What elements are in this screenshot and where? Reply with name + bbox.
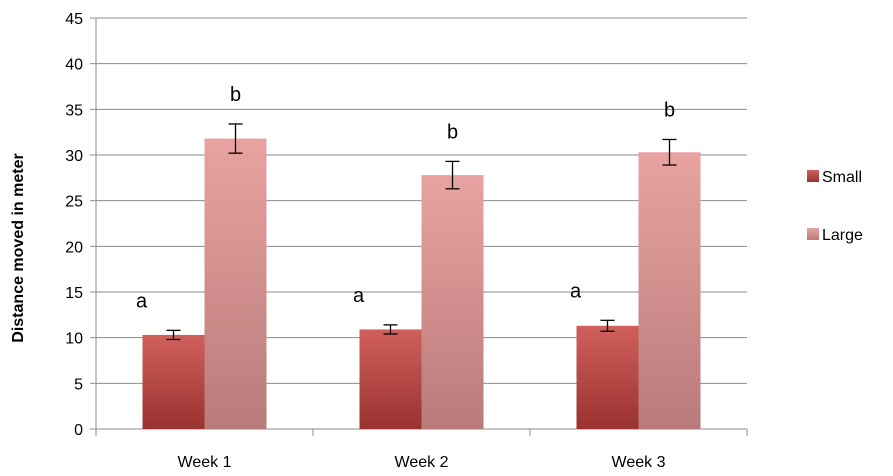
x-tick-label: Week 3 bbox=[612, 454, 666, 471]
y-tick-label: 30 bbox=[65, 148, 83, 165]
x-tick-label: Week 1 bbox=[178, 454, 232, 471]
y-tick-label: 35 bbox=[65, 102, 83, 119]
labels: 0 5 10 15 20 25 30 35 40 45 Week 1 a b Week 2 a b Week 3… bbox=[65, 11, 675, 471]
significance-label: b bbox=[230, 84, 241, 106]
bar-large-1 bbox=[204, 138, 267, 429]
y-tick-label: 0 bbox=[74, 422, 83, 439]
bar-small-2 bbox=[359, 329, 422, 429]
y-tick-label: 45 bbox=[65, 11, 83, 28]
y-axis-label: Distance moved in meter bbox=[10, 153, 27, 342]
legend-swatch-small bbox=[807, 170, 819, 182]
legend-swatch-large bbox=[807, 228, 819, 240]
bars bbox=[142, 123, 701, 429]
significance-label: b bbox=[447, 121, 458, 143]
bar-small-1 bbox=[142, 334, 205, 429]
y-tick-label: 25 bbox=[65, 194, 83, 211]
legend-label-large: Large bbox=[822, 227, 863, 244]
x-tick-label: Week 2 bbox=[395, 454, 449, 471]
y-tick-label: 5 bbox=[74, 376, 83, 393]
bar-small-3 bbox=[576, 325, 639, 429]
significance-label: a bbox=[353, 285, 365, 307]
y-tick-label: 40 bbox=[65, 57, 83, 74]
y-tick-label: 10 bbox=[65, 331, 83, 348]
legend: Small Large bbox=[807, 169, 863, 244]
y-tick-label: 15 bbox=[65, 285, 83, 302]
bar-large-2 bbox=[421, 175, 484, 429]
bar-large-3 bbox=[638, 152, 701, 429]
y-tick-label: 20 bbox=[65, 239, 83, 256]
legend-label-small: Small bbox=[822, 169, 862, 186]
significance-label: a bbox=[136, 290, 148, 312]
significance-label: b bbox=[664, 99, 675, 121]
significance-label: a bbox=[570, 280, 582, 302]
